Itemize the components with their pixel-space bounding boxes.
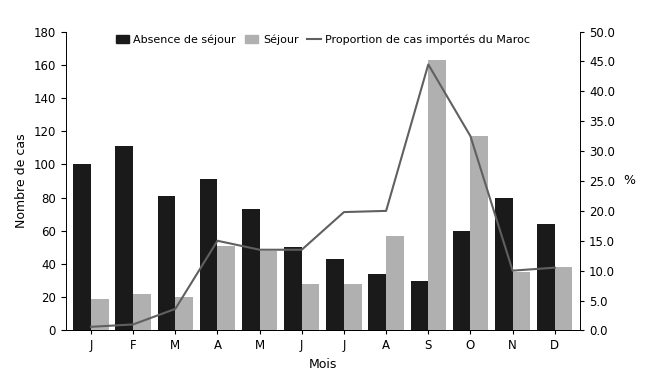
Bar (471, 136, 488, 330)
Bar (369, 274, 386, 330)
Bar (284, 247, 302, 330)
Bar (453, 231, 471, 330)
Bar (200, 179, 218, 330)
Bar (242, 209, 259, 330)
Y-axis label: Nombre de cas: Nombre de cas (15, 134, 28, 228)
Bar (302, 284, 320, 330)
Bar (537, 224, 555, 330)
Bar (176, 297, 193, 330)
Bar (495, 198, 513, 330)
Bar (555, 267, 573, 330)
Bar (513, 272, 530, 330)
X-axis label: Mois: Mois (309, 358, 337, 371)
Bar (344, 284, 361, 330)
Bar (91, 299, 109, 330)
Bar (73, 164, 91, 330)
Bar (411, 281, 428, 330)
Legend: Absence de séjour, Séjour, Proportion de cas importés du Maroc: Absence de séjour, Séjour, Proportion de… (112, 31, 534, 48)
Y-axis label: %: % (623, 174, 635, 188)
Bar (326, 259, 344, 330)
Bar (157, 196, 176, 330)
Bar (428, 60, 446, 330)
Bar (386, 236, 404, 330)
Bar (133, 294, 151, 330)
Bar (259, 251, 278, 330)
Bar (218, 246, 235, 330)
Bar (116, 146, 133, 330)
